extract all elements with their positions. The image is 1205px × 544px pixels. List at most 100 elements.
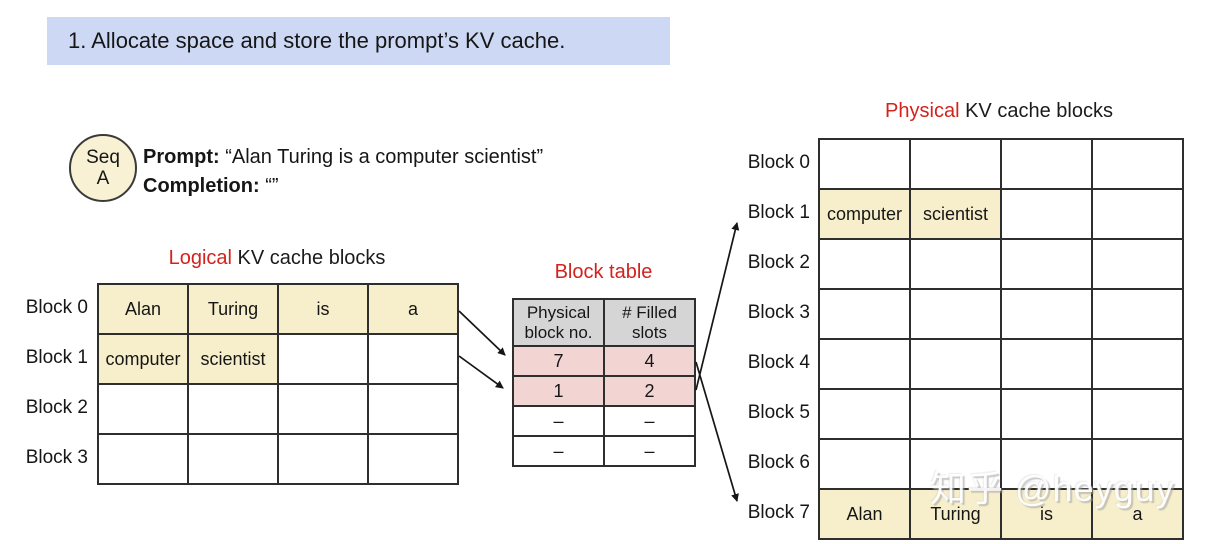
logical-title-highlight: Logical: [168, 247, 232, 269]
physical-row-label: Block 4: [747, 352, 810, 373]
physical-title-highlight: Physical: [885, 100, 960, 122]
arrow-logical0-to-blocktable: [458, 310, 506, 356]
logical-cell: [367, 333, 459, 385]
physical-cell: [818, 338, 911, 390]
block-table-header-physical: Physical block no.: [512, 298, 605, 347]
physical-cell: [1091, 438, 1184, 490]
physical-cell: [1091, 188, 1184, 240]
physical-table-title: Physical KV cache blocks: [818, 100, 1180, 123]
completion-label: Completion:: [143, 175, 260, 197]
physical-cell: [1091, 338, 1184, 390]
table-row: [818, 288, 1184, 340]
table-row: – –: [512, 405, 696, 437]
block-table-header-filled: # Filled slots: [603, 298, 696, 347]
physical-cell: [1000, 288, 1093, 340]
physical-row-label: Block 1: [747, 202, 810, 223]
prompt-label: Prompt:: [143, 146, 220, 168]
prompt-value: “Alan Turing is a computer scientist”: [225, 146, 544, 168]
physical-cell: [1000, 388, 1093, 440]
logical-cell: [277, 383, 369, 435]
table-row: [818, 438, 1184, 490]
prompt-line: Prompt: “Alan Turing is a computer scien…: [143, 143, 543, 172]
physical-cell: [909, 238, 1002, 290]
completion-value: “”: [265, 175, 279, 197]
logical-cell: [367, 433, 459, 485]
logical-cell: [97, 383, 189, 435]
physical-cell: [909, 438, 1002, 490]
block-table-cell: –: [603, 405, 696, 437]
physical-cell: [909, 288, 1002, 340]
physical-cell: [1000, 438, 1093, 490]
block-table-cell: 4: [603, 345, 696, 377]
arrow-logical1-to-blocktable: [458, 355, 504, 389]
table-row: Alan Turing is a: [818, 488, 1184, 540]
physical-cell: is: [1000, 488, 1093, 540]
logical-row-label: Block 1: [25, 347, 88, 368]
logical-kv-cache-table: Alan Turing is a computer scientist: [97, 283, 459, 485]
table-row: 7 4: [512, 345, 696, 377]
logical-row-label: Block 3: [25, 447, 88, 468]
sequence-label-line1: Seq: [86, 147, 120, 168]
table-row: 1 2: [512, 375, 696, 407]
table-row: computer scientist: [818, 188, 1184, 240]
block-table-cell: 1: [512, 375, 605, 407]
arrow-blocktable-to-physical1: [695, 222, 740, 391]
logical-cell: a: [367, 283, 459, 335]
block-table-cell: 2: [603, 375, 696, 407]
physical-cell: [1000, 138, 1093, 190]
prompt-description: Prompt: “Alan Turing is a computer scien…: [143, 143, 543, 201]
physical-cell: [818, 288, 911, 340]
logical-row-labels: Block 0 Block 1 Block 2 Block 3: [6, 283, 88, 483]
physical-row-label: Block 7: [747, 502, 810, 523]
physical-cell: [1091, 238, 1184, 290]
physical-cell: [1000, 238, 1093, 290]
table-row: computer scientist: [97, 333, 459, 385]
physical-cell: a: [1091, 488, 1184, 540]
physical-cell: [909, 338, 1002, 390]
physical-cell: [1000, 338, 1093, 390]
block-table: Physical block no. # Filled slots 7 4 1 …: [512, 298, 696, 467]
table-row: [818, 388, 1184, 440]
physical-cell: [818, 438, 911, 490]
table-row: [818, 138, 1184, 190]
logical-cell: [187, 433, 279, 485]
table-row: [818, 338, 1184, 390]
physical-title-rest: KV cache blocks: [959, 100, 1113, 122]
table-row: [97, 433, 459, 485]
table-row: – –: [512, 435, 696, 467]
physical-cell: [909, 138, 1002, 190]
logical-row-label: Block 2: [25, 397, 88, 418]
physical-cell: [909, 388, 1002, 440]
logical-cell: [277, 333, 369, 385]
block-table-title: Block table: [554, 261, 653, 283]
logical-cell: [97, 433, 189, 485]
physical-cell: [1091, 138, 1184, 190]
physical-cell: [1091, 388, 1184, 440]
physical-row-label: Block 5: [747, 402, 810, 423]
block-table-cell: –: [603, 435, 696, 467]
logical-cell: [187, 383, 279, 435]
block-table-cell: –: [512, 405, 605, 437]
step-banner-text: 1. Allocate space and store the prompt’s…: [68, 28, 566, 53]
physical-cell: [818, 238, 911, 290]
logical-cell: scientist: [187, 333, 279, 385]
logical-cell: computer: [97, 333, 189, 385]
block-table-cell: 7: [512, 345, 605, 377]
watermark: 知乎 @heyguy: [930, 468, 1175, 509]
step-banner: 1. Allocate space and store the prompt’s…: [47, 17, 670, 65]
block-table-cell: –: [512, 435, 605, 467]
physical-cell: scientist: [909, 188, 1002, 240]
logical-table-title: Logical KV cache blocks: [97, 247, 457, 270]
completion-line: Completion: “”: [143, 172, 543, 201]
logical-title-rest: KV cache blocks: [231, 247, 386, 269]
logical-cell: Alan: [97, 283, 189, 335]
physical-row-labels: Block 0 Block 1 Block 2 Block 3 Block 4 …: [735, 138, 810, 538]
logical-cell: [277, 433, 369, 485]
physical-row-label: Block 2: [747, 252, 810, 273]
logical-cell: is: [277, 283, 369, 335]
table-row: [97, 383, 459, 435]
sequence-a-badge: Seq A: [69, 134, 137, 202]
physical-cell: computer: [818, 188, 911, 240]
physical-row-label: Block 3: [747, 302, 810, 323]
